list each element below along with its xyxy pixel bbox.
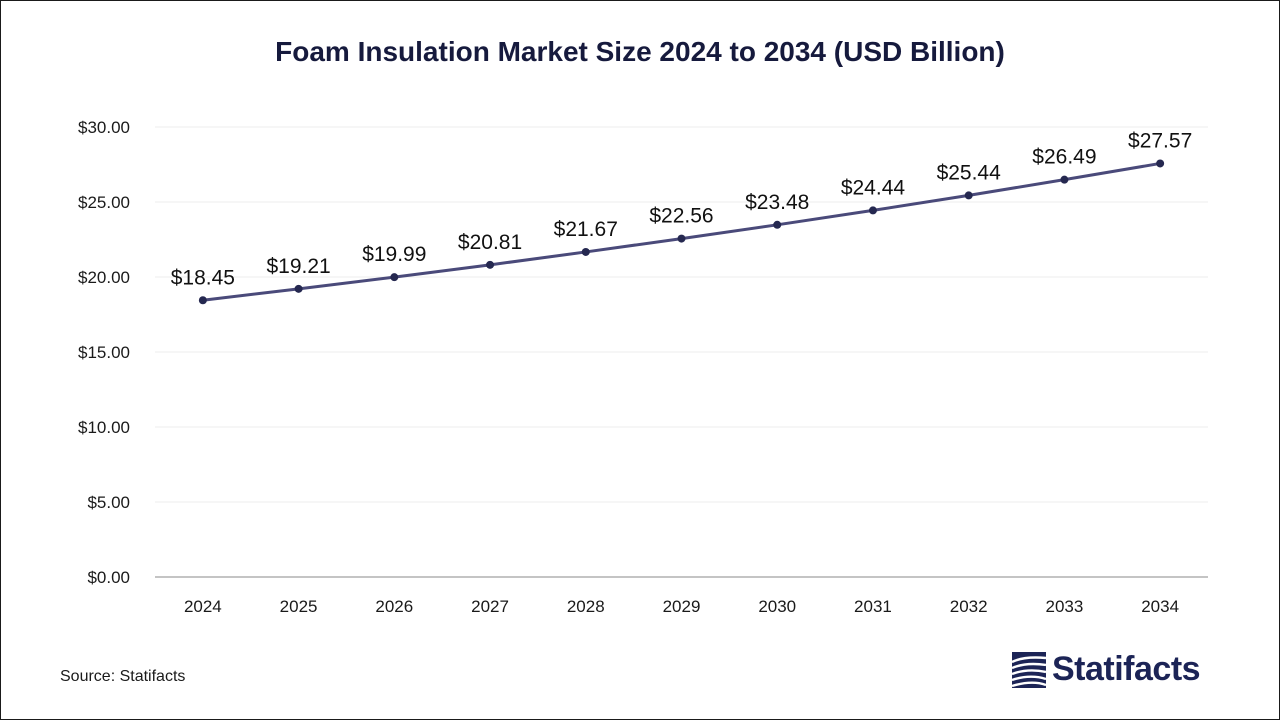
data-point	[390, 273, 399, 282]
data-label: $19.21	[266, 255, 330, 278]
brand-name: Statifacts	[1052, 650, 1201, 688]
x-tick-label: 2026	[375, 597, 413, 616]
data-label: $23.48	[745, 191, 809, 214]
data-point	[1060, 175, 1069, 184]
y-axis-ticks: $0.00 $5.00 $10.00 $15.00 $20.00 $25.00 $30.00	[78, 118, 130, 587]
data-point	[486, 260, 495, 269]
y-tick-label: $25.00	[78, 193, 130, 212]
data-label: $27.57	[1128, 129, 1192, 152]
x-tick-label: 2027	[471, 597, 509, 616]
grid-lines	[155, 126, 1208, 503]
x-tick-label: 2030	[758, 597, 796, 616]
x-tick-label: 2032	[950, 597, 988, 616]
data-point	[294, 284, 303, 293]
chart-title: Foam Insulation Market Size 2024 to 2034…	[275, 36, 1005, 67]
source-note: Source: Statifacts	[60, 668, 186, 685]
y-tick-label: $15.00	[78, 343, 130, 362]
data-point	[868, 206, 877, 215]
y-tick-label: $10.00	[78, 418, 130, 437]
x-axis-ticks: 2024 2025 2026 2027 2028 2029 2030 2031 2032 2033…	[184, 597, 1179, 616]
x-tick-label: 2029	[663, 597, 701, 616]
x-tick-label: 2028	[567, 597, 605, 616]
series-line	[202, 161, 1161, 302]
y-tick-label: $0.00	[87, 568, 130, 587]
x-tick-label: 2025	[280, 597, 318, 616]
data-point	[581, 247, 590, 256]
x-tick-label: 2033	[1045, 597, 1083, 616]
data-point	[964, 191, 973, 200]
x-tick-label: 2031	[854, 597, 892, 616]
statifacts-logo-icon	[1012, 651, 1046, 688]
y-tick-label: $20.00	[78, 268, 130, 287]
data-point	[773, 220, 782, 229]
y-tick-label: $5.00	[87, 493, 130, 512]
data-label: $18.45	[171, 266, 235, 289]
data-label: $22.56	[649, 205, 713, 228]
y-tick-label: $30.00	[78, 118, 130, 137]
data-label: $24.44	[841, 176, 906, 199]
data-label: $19.99	[362, 243, 426, 266]
x-tick-label: 2034	[1141, 597, 1179, 616]
data-label: $21.67	[554, 218, 618, 241]
brand-logo: Statifacts	[1012, 650, 1201, 689]
series-market-size	[198, 159, 1165, 305]
x-tick-label: 2024	[184, 597, 222, 616]
data-label: $25.44	[937, 161, 1002, 184]
data-point	[1156, 159, 1165, 168]
data-point	[677, 234, 686, 243]
data-label: $26.49	[1032, 146, 1096, 169]
data-labels: $18.45 $19.21 $19.99 $20.81 $21.67 $22.56 $23.…	[171, 129, 1193, 289]
data-point	[198, 296, 207, 305]
data-label: $20.81	[458, 231, 522, 254]
